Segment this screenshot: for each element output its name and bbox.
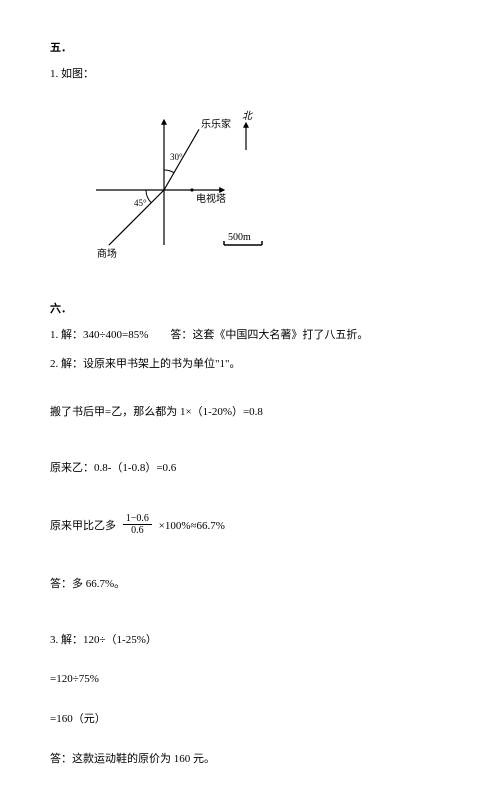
q3b: =120÷75% [50,671,450,689]
section-5-item1: 1. 如图： [50,66,450,84]
q2e: 答：多 66.7%。 [50,576,450,594]
svg-text:乐乐家: 乐乐家 [201,118,231,131]
q2d-numerator: 1−0.6 [123,513,152,525]
q2d-denominator: 0.6 [123,525,152,536]
q2b: 搬了书后甲=乙，那么都为 1×（1-20%）=0.8 [50,404,450,422]
q3c: =160（元） [50,711,450,729]
direction-diagram: 乐乐家 30° 45° 电视塔商场 北 500m [74,95,274,275]
q3a: 3. 解：120÷（1-25%） [50,632,450,650]
section-5-heading: 五． [50,40,450,58]
q2a: 2. 解：设原来甲书架上的书为单位"1"。 [50,356,450,374]
svg-text:30°: 30° [170,152,183,162]
q2d-post: ×100%≈66.7% [159,520,225,532]
svg-text:电视塔: 电视塔 [196,192,226,205]
svg-text:北: 北 [242,110,253,122]
svg-text:商场: 商场 [97,247,117,260]
q1: 1. 解：340÷400=85% 答：这套《中国四大名著》打了八五折。 [50,327,450,345]
q2d-fraction: 1−0.6 0.6 [123,513,152,536]
svg-text:500m: 500m [228,232,251,243]
q2c: 原来乙：0.8-（1-0.8）=0.6 [50,460,450,478]
section-6-heading: 六． [50,301,450,319]
q3d: 答：这款运动鞋的原价为 160 元。 [50,751,450,769]
q2d-pre: 原来甲比乙多 [50,520,116,532]
svg-text:45°: 45° [134,198,147,208]
q2d: 原来甲比乙多 1−0.6 0.6 ×100%≈66.7% [50,515,450,538]
